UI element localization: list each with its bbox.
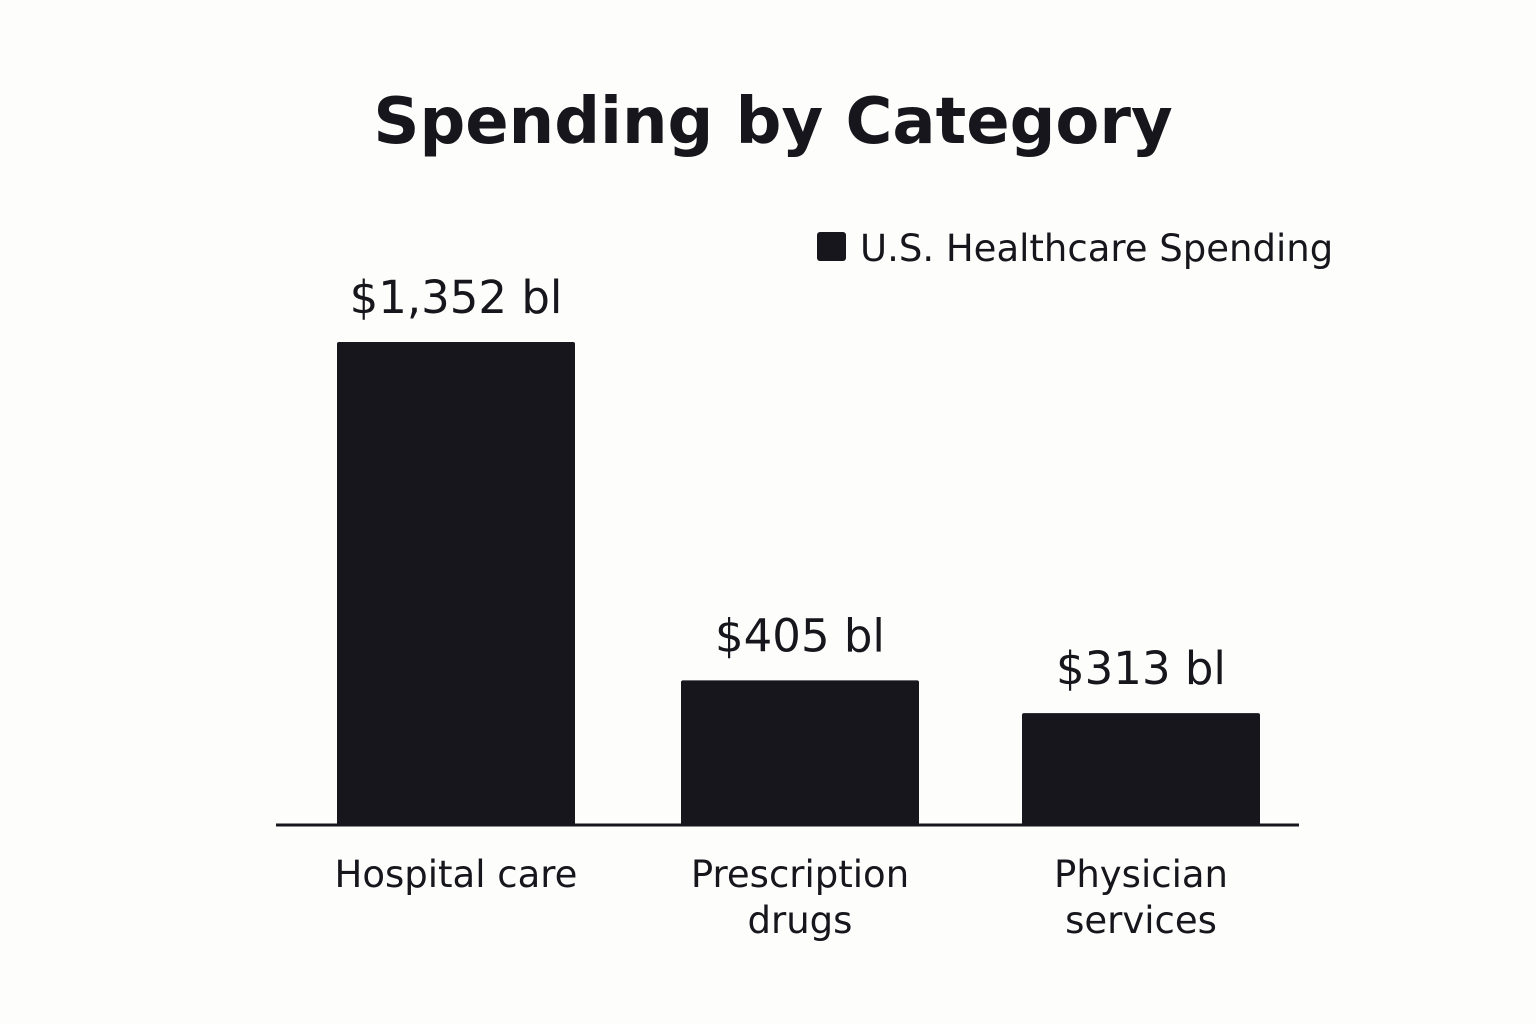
legend: U.S. Healthcare Spending (817, 227, 1333, 270)
category-label: Prescription (691, 853, 909, 896)
bar (681, 680, 919, 825)
category-label: drugs (748, 899, 853, 942)
bar-value-label: $405 bl (715, 609, 885, 662)
legend-label: U.S. Healthcare Spending (860, 227, 1333, 270)
value-labels-group: $1,352 bl $405 bl $313 bl (350, 271, 1226, 695)
bar (337, 342, 575, 825)
bar-value-label: $313 bl (1056, 642, 1226, 695)
chart-title: Spending by Category (373, 85, 1172, 159)
bar-value-label: $1,352 bl (350, 271, 563, 324)
category-label: Physician (1054, 853, 1228, 896)
bars-group (337, 342, 1260, 825)
legend-swatch (817, 232, 846, 261)
bar (1022, 713, 1260, 825)
category-label: services (1065, 899, 1217, 942)
category-label: Hospital care (335, 853, 578, 896)
